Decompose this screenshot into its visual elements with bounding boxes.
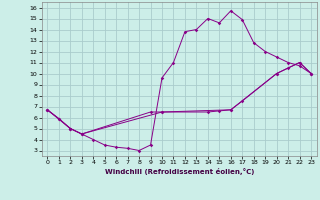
X-axis label: Windchill (Refroidissement éolien,°C): Windchill (Refroidissement éolien,°C) <box>105 168 254 175</box>
